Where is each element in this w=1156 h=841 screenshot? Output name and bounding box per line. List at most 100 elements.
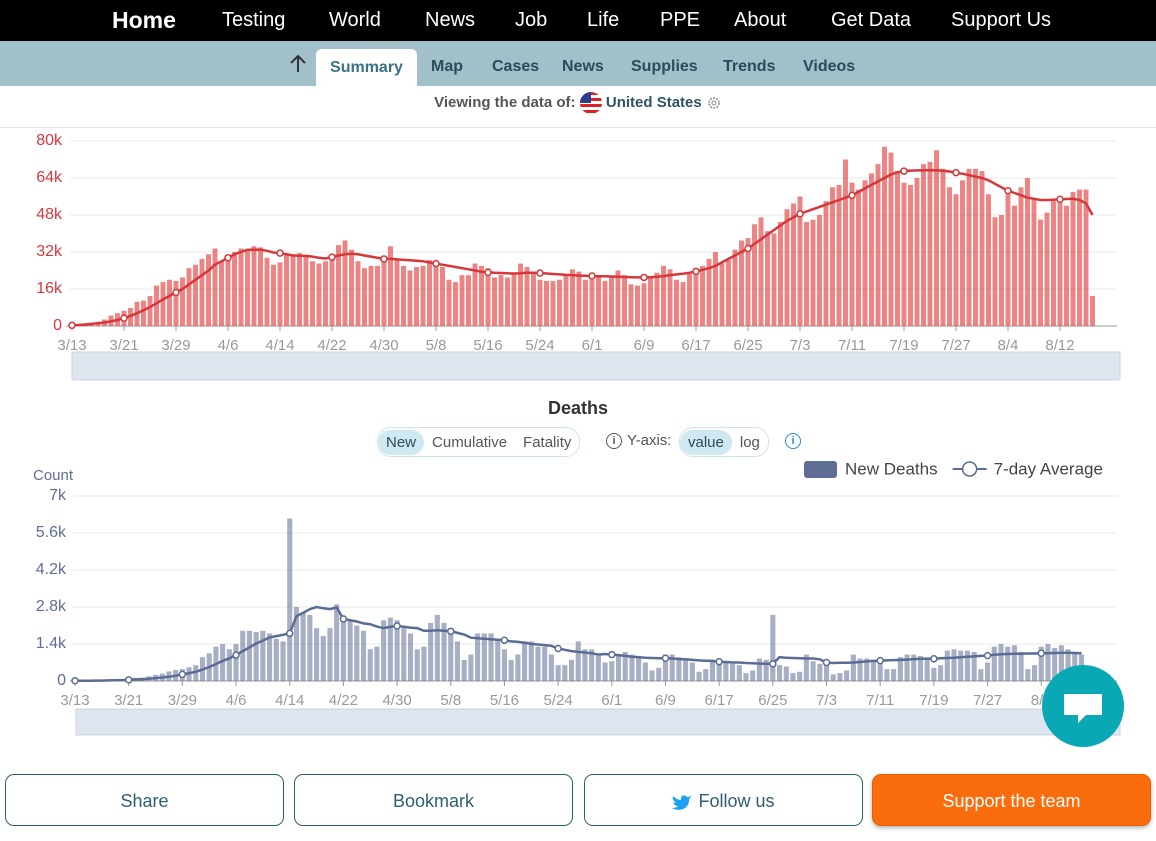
support-button[interactable]: Support the team [872, 774, 1151, 826]
bar [830, 674, 836, 681]
bar [466, 275, 471, 326]
tab[interactable]: Videos [803, 58, 856, 75]
nav-item[interactable]: Get Data [831, 9, 912, 31]
up-arrow[interactable] [289, 54, 307, 74]
x-tick-label: 7/3 [816, 692, 837, 709]
info-icon[interactable]: i [606, 433, 622, 449]
bar [726, 260, 731, 326]
mode-option[interactable]: Fatality [523, 433, 572, 451]
bar [687, 273, 692, 326]
country-name[interactable]: United States [605, 93, 702, 111]
x-tick-label: 6/25 [733, 337, 762, 354]
average-marker [178, 670, 187, 679]
nav-item[interactable]: Testing [222, 9, 286, 31]
average-marker [71, 676, 79, 685]
bar [856, 189, 861, 326]
bar [656, 667, 662, 681]
bar [758, 217, 764, 326]
bar [219, 261, 224, 326]
bar [323, 261, 328, 326]
y-tick-label: 5.6k [36, 524, 67, 541]
bar [784, 209, 790, 326]
scale-option[interactable]: value [680, 429, 732, 455]
nav-bar: Home Testing World News Job Life PPE Abo… [0, 0, 1156, 41]
average-marker [339, 615, 348, 623]
bar [1038, 219, 1043, 326]
x-tick-label: 4/6 [226, 692, 247, 709]
nav-item[interactable]: Support Us [951, 9, 1052, 31]
mode-option[interactable]: New [378, 429, 425, 455]
bar [303, 256, 309, 326]
bar [381, 256, 387, 326]
x-tick-label: 4/6 [218, 337, 239, 354]
bar [173, 280, 179, 326]
bar [850, 654, 856, 681]
bookmark-button[interactable]: Bookmark [294, 774, 573, 826]
tab[interactable]: Map [431, 58, 463, 75]
x-tick-label: 4/22 [329, 692, 358, 709]
nav-item[interactable]: Job [515, 9, 548, 31]
nav-item[interactable]: About [734, 9, 787, 31]
bar [934, 150, 939, 326]
mode-option[interactable]: Cumulative [432, 433, 508, 451]
bar [940, 168, 946, 326]
bar [745, 238, 751, 326]
x-tick-label: 7/19 [919, 692, 948, 709]
average-marker [484, 268, 492, 277]
tab-active[interactable]: Summary [316, 49, 417, 86]
bar [641, 283, 647, 326]
bar [790, 673, 796, 681]
bar [770, 614, 776, 681]
bar [1005, 646, 1011, 681]
tab[interactable]: Trends [723, 58, 776, 75]
nav-item[interactable]: PPE [660, 9, 701, 31]
bar [1090, 295, 1095, 326]
bar [622, 651, 628, 681]
average-marker [983, 651, 992, 660]
settings-icon[interactable] [706, 95, 722, 111]
nav-item[interactable]: Life [587, 9, 620, 31]
bar [1038, 646, 1044, 681]
bar [267, 633, 273, 681]
bar [374, 646, 380, 681]
follow-button[interactable]: Follow us [584, 774, 863, 826]
average-marker [796, 210, 804, 218]
viewing-row: Viewing the data of: United States [0, 92, 1156, 114]
average-marker [536, 269, 544, 277]
bar [783, 666, 789, 681]
share-button[interactable]: Share [5, 774, 284, 826]
info-icon[interactable]: i [785, 433, 801, 449]
bar [446, 279, 452, 326]
chat-button[interactable] [1042, 665, 1124, 747]
x-tick-label: 3/13 [57, 337, 86, 354]
tab[interactable]: News [562, 58, 604, 75]
tab[interactable]: Supplies [631, 58, 698, 75]
viewing-label: Viewing the data of: [434, 93, 576, 111]
x-tick-label: 6/17 [705, 692, 734, 709]
bar [293, 607, 299, 681]
nav-home[interactable]: Home [112, 7, 176, 33]
bar [752, 224, 757, 326]
bar [271, 264, 276, 326]
bar [683, 659, 689, 681]
x-tick-label: 5/16 [473, 337, 502, 354]
bar [1005, 194, 1011, 326]
nav-item[interactable]: World [329, 9, 381, 31]
average-marker [447, 627, 455, 636]
scale-option[interactable]: log [739, 433, 760, 451]
bar [648, 276, 653, 326]
bar [615, 654, 622, 681]
bar [804, 221, 809, 326]
average-marker [661, 654, 670, 663]
bar [461, 659, 467, 681]
nav-item[interactable]: News [425, 9, 476, 31]
bar [917, 655, 924, 681]
y-tick-label: 48k [36, 206, 63, 223]
bar [875, 164, 881, 326]
bar [1018, 187, 1024, 326]
average-marker [900, 167, 908, 175]
y-tick-label: 0 [53, 317, 62, 334]
y-tick-label: 7k [49, 487, 67, 504]
bar [508, 659, 514, 681]
tab[interactable]: Cases [492, 58, 540, 75]
